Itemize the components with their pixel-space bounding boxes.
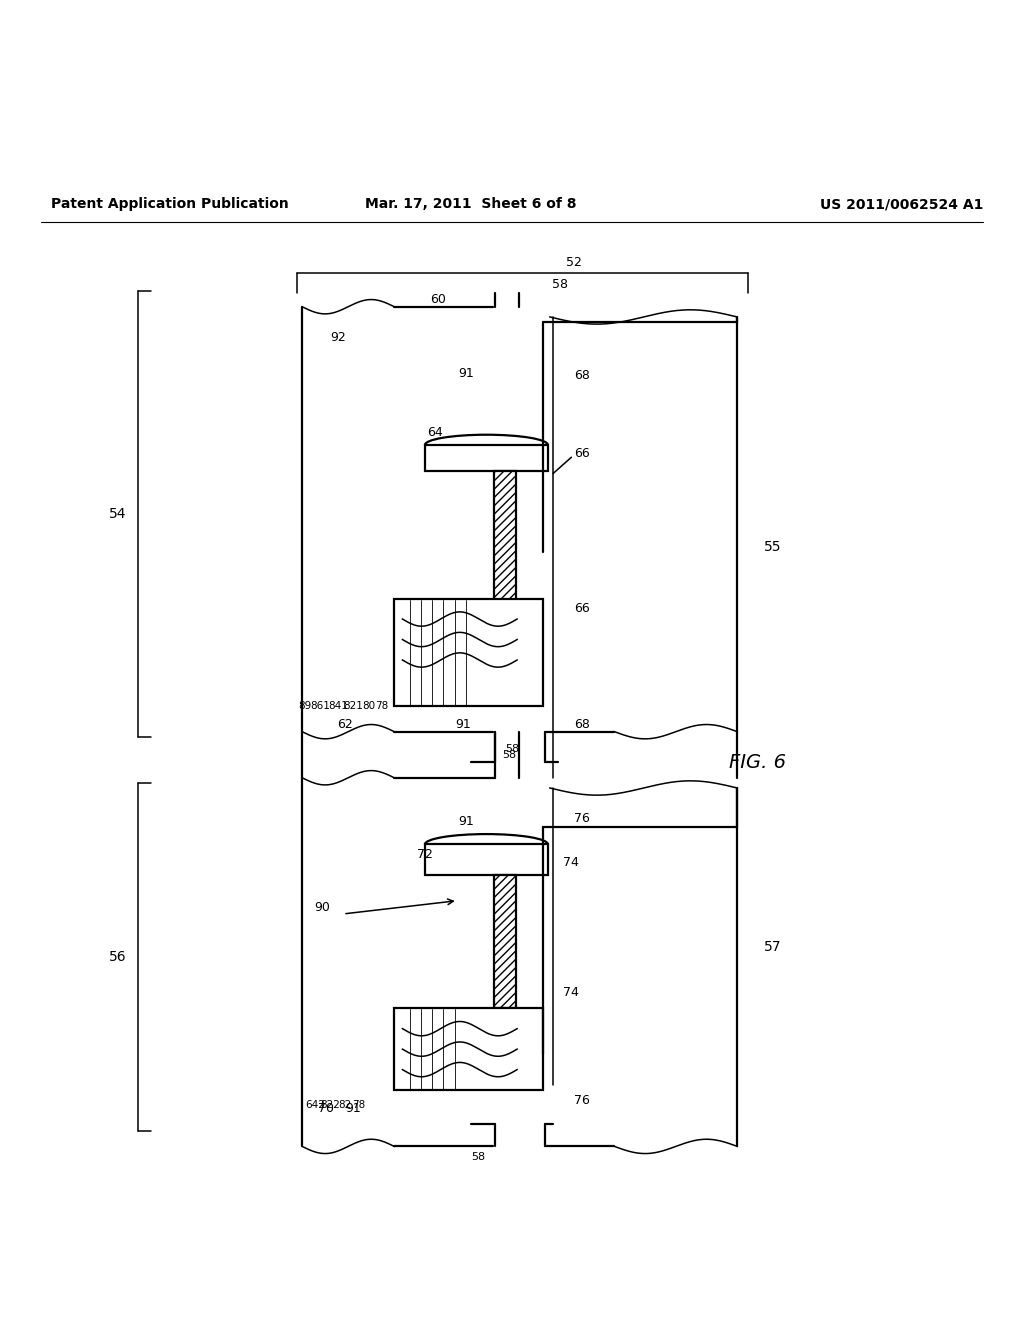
Text: 64: 64 xyxy=(427,426,443,440)
Text: 68: 68 xyxy=(573,718,590,731)
Text: 74: 74 xyxy=(563,857,580,870)
Text: US 2011/0062524 A1: US 2011/0062524 A1 xyxy=(819,197,983,211)
Text: 861: 861 xyxy=(310,701,331,711)
Bar xyxy=(394,598,543,706)
Text: 68: 68 xyxy=(573,368,590,381)
Text: 58: 58 xyxy=(552,277,568,290)
Text: 52: 52 xyxy=(565,256,582,269)
Text: 56: 56 xyxy=(109,950,127,964)
Text: 92: 92 xyxy=(330,331,346,345)
Text: 58: 58 xyxy=(471,1151,485,1162)
Text: 91: 91 xyxy=(455,718,471,731)
Text: 72: 72 xyxy=(417,847,433,861)
Text: FIG. 6: FIG. 6 xyxy=(729,752,786,772)
Text: 841: 841 xyxy=(328,701,348,711)
Bar xyxy=(494,875,516,1008)
Text: 74: 74 xyxy=(563,986,580,999)
Text: 80: 80 xyxy=(362,701,375,711)
Text: Mar. 17, 2011  Sheet 6 of 8: Mar. 17, 2011 Sheet 6 of 8 xyxy=(366,197,577,211)
Text: 58: 58 xyxy=(502,750,516,760)
Text: 78: 78 xyxy=(376,701,388,711)
Text: 66: 66 xyxy=(573,602,590,615)
Text: 57: 57 xyxy=(764,940,782,954)
Text: 89: 89 xyxy=(299,701,311,711)
Text: 66: 66 xyxy=(573,446,590,459)
Text: 60: 60 xyxy=(430,293,446,306)
Text: 822: 822 xyxy=(319,1101,340,1110)
Text: 76: 76 xyxy=(573,1094,590,1106)
Text: 62: 62 xyxy=(337,718,353,731)
Text: 54: 54 xyxy=(109,507,127,521)
Text: 91: 91 xyxy=(345,1102,361,1115)
Bar xyxy=(425,845,548,875)
Text: 91: 91 xyxy=(458,367,474,380)
Text: 90: 90 xyxy=(314,902,331,915)
Text: 78: 78 xyxy=(352,1101,365,1110)
Text: 82: 82 xyxy=(339,1101,351,1110)
Text: 76: 76 xyxy=(573,812,590,825)
Text: 70: 70 xyxy=(317,1102,334,1115)
Text: 55: 55 xyxy=(764,540,782,554)
Text: 821: 821 xyxy=(343,701,364,711)
Text: 58: 58 xyxy=(505,744,519,754)
Text: 642: 642 xyxy=(305,1101,326,1110)
Bar xyxy=(425,445,548,470)
Text: Patent Application Publication: Patent Application Publication xyxy=(51,197,289,211)
Text: 91: 91 xyxy=(458,816,474,828)
Bar xyxy=(394,1008,543,1090)
Bar xyxy=(494,470,516,690)
